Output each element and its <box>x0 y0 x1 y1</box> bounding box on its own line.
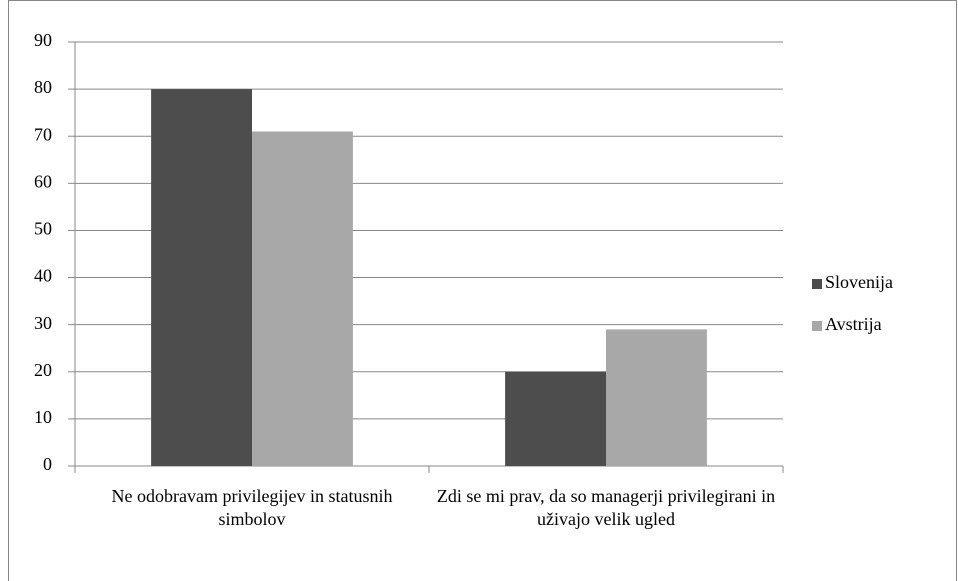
x-tick-label: Zdi se mi prav, da so managerji privileg… <box>436 486 776 529</box>
legend-swatch <box>812 321 822 331</box>
legend-label: Slovenija <box>825 272 893 292</box>
bar <box>505 371 606 466</box>
y-tick-label: 10 <box>34 407 52 427</box>
y-tick-label: 70 <box>34 124 52 144</box>
chart-border <box>8 0 957 581</box>
y-tick-label: 80 <box>34 77 52 97</box>
x-tick-label: Ne odobravam privilegijev in statusnih s… <box>111 486 393 529</box>
bar <box>252 131 353 466</box>
y-tick-label: 30 <box>34 313 52 333</box>
y-tick-label: 60 <box>34 171 52 191</box>
y-tick-label: 20 <box>34 360 52 380</box>
bar <box>606 329 707 466</box>
y-tick-label: 0 <box>43 454 52 474</box>
legend-swatch <box>812 279 822 289</box>
y-tick-label: 50 <box>34 219 52 239</box>
y-tick-label: 40 <box>34 266 52 286</box>
bar <box>151 89 252 466</box>
y-tick-label: 90 <box>34 30 52 50</box>
legend-label: Avstrija <box>825 314 882 334</box>
